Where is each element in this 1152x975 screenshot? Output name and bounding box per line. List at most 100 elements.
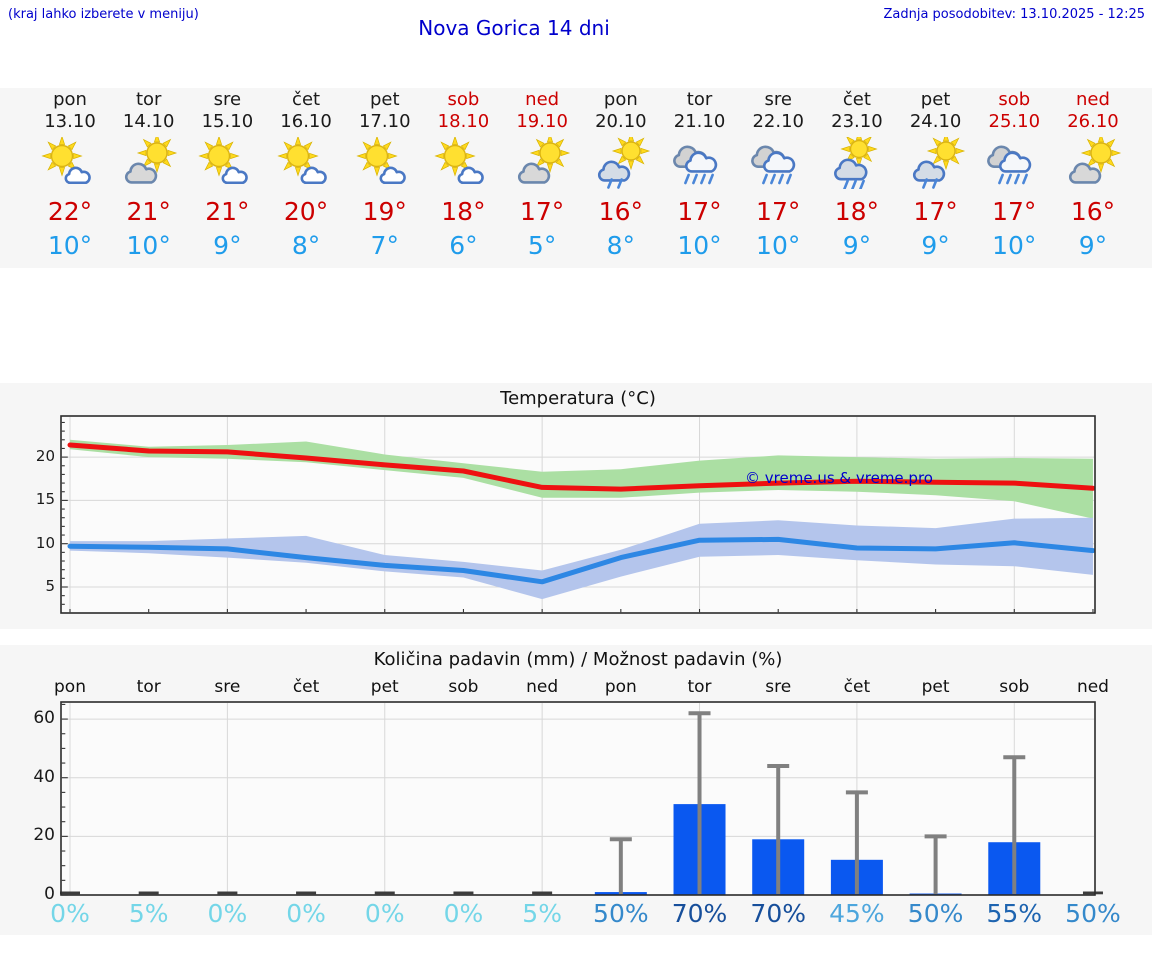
clouds-rain-icon [751, 145, 796, 185]
precip-day-label: čet [292, 677, 320, 697]
day-date-label: 21.10 [673, 111, 726, 132]
temperature-chart-title: Temperatura (°C) [500, 388, 656, 409]
high-temp-label: 21° [126, 197, 171, 226]
day-date-label: 25.10 [988, 111, 1041, 132]
temperature-chart [60, 415, 1096, 614]
high-temp-label: 17° [756, 197, 801, 226]
low-temp-label: 9° [921, 231, 950, 260]
precip-ytick-label: 60 [33, 708, 55, 729]
temp-ytick-label: 10 [35, 533, 55, 552]
high-temp-label: 16° [1070, 197, 1116, 226]
sun-small-cloud-icon [356, 137, 406, 185]
low-temp-label: 9° [842, 231, 872, 260]
precip-chance-label: 55% [986, 899, 1043, 928]
sun-cloud-light-rain-icon [597, 137, 650, 189]
precip-ytick-label: 20 [33, 825, 55, 846]
day-date-label: 13.10 [44, 111, 96, 132]
high-temp-label: 18° [834, 197, 880, 226]
day-name-label: čet [292, 89, 321, 110]
forecast-day-column: sob 18.10 18° 6° [423, 88, 503, 268]
precip-chance-label: 5% [522, 899, 562, 928]
precip-zero-mark [60, 891, 80, 895]
temp-ytick-label: 20 [35, 447, 55, 466]
precip-day-label: pet [370, 677, 399, 697]
low-temp-label: 10° [677, 231, 722, 260]
watermark: © vreme.us & vreme.pro [745, 469, 933, 487]
sun-cloud-light-rain-icon [912, 137, 965, 189]
day-name-label: sob [998, 89, 1031, 110]
low-temp-label: 5° [527, 231, 557, 260]
precip-day-label: sre [765, 677, 792, 697]
sun-gray-cloud-icon [1068, 137, 1122, 184]
high-temp-label: 19° [362, 197, 407, 226]
precip-day-label: ned [526, 677, 559, 697]
day-name-label: ned [1076, 89, 1110, 110]
forecast-day-column: ned 26.10 16° 9° [1053, 88, 1133, 268]
forecast-day-column: pon 13.10 22° 10° [30, 88, 110, 268]
day-date-label: 22.10 [752, 111, 804, 132]
forecast-day-column: ned 19.10 17° 5° [502, 88, 582, 268]
max-temperature-line [67, 442, 1096, 492]
sun-gray-cloud-icon [124, 137, 177, 184]
temp-ytick-label: 15 [35, 490, 55, 509]
page-title: Nova Gorica 14 dni [418, 16, 610, 40]
low-temp-label: 8° [291, 231, 321, 260]
precip-plot-area [61, 702, 1095, 895]
sun-small-cloud-icon [434, 137, 485, 185]
precip-day-label: pon [54, 677, 86, 697]
precipitation-chart-title: Količina padavin (mm) / Možnost padavin … [373, 649, 783, 670]
day-date-label: 20.10 [595, 111, 647, 132]
precip-chance-label: 50% [907, 899, 964, 928]
day-name-label: sre [213, 89, 242, 110]
location-hint-note: (kraj lahko izberete v meniju) [8, 7, 199, 22]
low-temp-label: 10° [756, 231, 801, 260]
sun-gray-cloud-icon [518, 137, 571, 184]
precip-ytick-label: 40 [33, 766, 55, 787]
precip-day-label: čet [843, 677, 871, 697]
forecast-day-column: sob 25.10 17° 10° [974, 88, 1054, 268]
precip-day-label: sob [999, 677, 1030, 697]
forecast-day-column: tor 14.10 21° 10° [109, 88, 189, 268]
min-temperature-band [70, 517, 1093, 600]
forecast-day-column: pon 20.10 16° 8° [581, 88, 661, 268]
forecast-strip-background [0, 88, 1152, 268]
precip-plot-border [60, 701, 1096, 896]
high-temp-label: 20° [283, 197, 329, 226]
precip-zero-mark [138, 891, 159, 895]
precip-chance-label: 70% [671, 899, 728, 928]
precip-chance-label: 0% [364, 899, 405, 928]
precip-zero-mark [374, 891, 395, 895]
forecast-day-column: čet 16.10 20° 8° [266, 88, 346, 268]
day-date-label: 23.10 [831, 111, 883, 132]
precip-day-label: sob [448, 677, 479, 697]
precip-chance-label: 50% [1065, 899, 1121, 928]
low-temp-label: 10° [126, 231, 171, 260]
high-temp-label: 18° [441, 197, 486, 226]
day-name-label: sob [447, 89, 480, 110]
day-name-label: tor [135, 89, 162, 110]
high-temp-label: 17° [992, 197, 1037, 226]
day-name-label: pet [920, 89, 951, 110]
precip-zero-mark [296, 891, 317, 895]
day-date-label: 19.10 [516, 111, 568, 132]
sun-small-cloud-icon [198, 137, 249, 185]
low-temp-label: 10° [992, 231, 1037, 260]
day-date-label: 18.10 [437, 111, 490, 132]
precip-day-label: tor [687, 677, 712, 697]
high-temp-label: 17° [913, 197, 958, 226]
day-name-label: sre [764, 89, 792, 110]
clouds-rain-icon [672, 145, 717, 185]
low-temp-label: 8° [606, 231, 636, 260]
high-temp-label: 17° [677, 197, 722, 226]
precip-chance-label: 0% [207, 899, 248, 928]
precip-day-label: pon [604, 677, 637, 697]
day-name-label: ned [525, 89, 560, 110]
day-name-label: pet [369, 89, 400, 110]
low-temp-label: 9° [213, 231, 242, 260]
forecast-day-column: čet 23.10 18° 9° [817, 88, 897, 268]
precip-zero-mark [532, 891, 553, 895]
day-name-label: pon [603, 89, 638, 110]
precip-chance-label: 50% [593, 899, 649, 928]
day-date-label: 16.10 [280, 111, 332, 132]
